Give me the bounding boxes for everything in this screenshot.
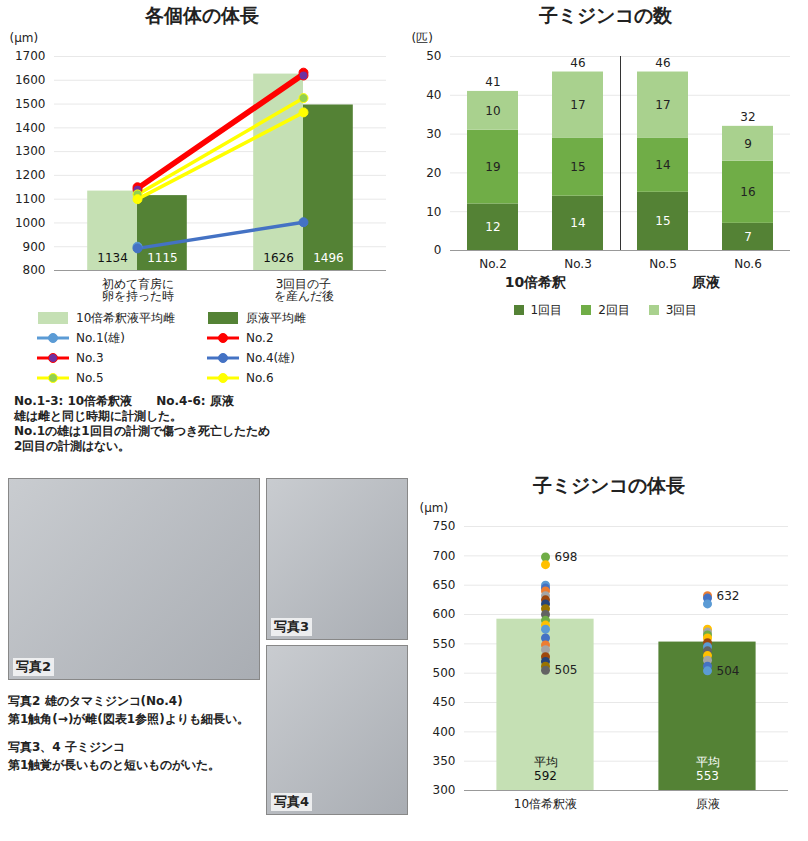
html-text:No.2: No.2 bbox=[246, 331, 274, 345]
html-text:写真4: 写真4 bbox=[274, 794, 309, 809]
svg-text:550: 550 bbox=[433, 637, 456, 651]
svg-text:10倍希釈液: 10倍希釈液 bbox=[514, 797, 577, 811]
svg-text:(匹): (匹) bbox=[412, 31, 433, 45]
html-text:No.1(雄): No.1(雄) bbox=[76, 330, 125, 345]
html-text:写真3: 写真3 bbox=[274, 619, 309, 634]
svg-text:10: 10 bbox=[426, 205, 441, 219]
svg-text:700: 700 bbox=[433, 549, 456, 563]
svg-text:(μm): (μm) bbox=[10, 31, 39, 45]
html-text:No.1の雄は1回目の計測で傷つき死亡したため: No.1の雄は1回目の計測で傷つき死亡したため bbox=[14, 424, 270, 438]
html-text:写真3、4 子ミジンコ: 写真3、4 子ミジンコ bbox=[8, 740, 125, 754]
svg-text:No.5: No.5 bbox=[649, 257, 677, 271]
html-text:No.1-3: 10倍希釈液 No.4-6: 原液: No.1-3: 10倍希釈液 No.4-6: 原液 bbox=[14, 394, 234, 408]
svg-text:32: 32 bbox=[740, 110, 755, 124]
svg-text:7: 7 bbox=[744, 230, 752, 244]
svg-text:1115: 1115 bbox=[147, 251, 178, 265]
svg-text:原液: 原液 bbox=[691, 274, 721, 290]
svg-text:650: 650 bbox=[433, 578, 456, 592]
html-text:No.4(雄): No.4(雄) bbox=[246, 350, 295, 365]
svg-text:1400: 1400 bbox=[15, 121, 46, 135]
svg-text:17: 17 bbox=[570, 98, 585, 112]
svg-text:12: 12 bbox=[485, 220, 500, 234]
html-text:10倍希釈液平均雌: 10倍希釈液平均雌 bbox=[76, 310, 176, 325]
html-text:2回目: 2回目 bbox=[598, 302, 630, 317]
svg-text:原液: 原液 bbox=[696, 797, 720, 811]
svg-text:No.3: No.3 bbox=[564, 257, 592, 271]
svg-text:初めて育房に卵を持った時: 初めて育房に卵を持った時 bbox=[102, 277, 174, 303]
svg-text:10倍希釈: 10倍希釈 bbox=[505, 274, 566, 290]
svg-text:9: 9 bbox=[744, 137, 752, 151]
html-text:No.5: No.5 bbox=[76, 371, 104, 385]
svg-text:40: 40 bbox=[426, 88, 441, 102]
html-text:子ミジンコの数: 子ミジンコの数 bbox=[538, 4, 672, 26]
svg-text:30: 30 bbox=[426, 127, 441, 141]
svg-text:20: 20 bbox=[426, 166, 441, 180]
svg-text:900: 900 bbox=[23, 240, 46, 254]
svg-text:46: 46 bbox=[655, 56, 670, 70]
svg-text:16: 16 bbox=[740, 185, 755, 199]
html-text:写真2: 写真2 bbox=[16, 659, 51, 674]
svg-text:632: 632 bbox=[717, 589, 740, 603]
html-text:第1触角(→)が雌(図表1参照)よりも細長い。: 第1触角(→)が雌(図表1参照)よりも細長い。 bbox=[8, 712, 249, 726]
svg-text:1700: 1700 bbox=[15, 49, 46, 63]
svg-text:17: 17 bbox=[655, 98, 670, 112]
svg-text:平均592: 平均592 bbox=[534, 755, 558, 783]
svg-text:1200: 1200 bbox=[15, 168, 46, 182]
html-text:3回目: 3回目 bbox=[665, 302, 698, 317]
svg-text:1626: 1626 bbox=[263, 251, 294, 265]
svg-text:平均553: 平均553 bbox=[696, 755, 720, 783]
svg-text:1300: 1300 bbox=[15, 144, 46, 158]
svg-text:41: 41 bbox=[485, 75, 500, 89]
svg-text:46: 46 bbox=[570, 56, 585, 70]
html-text:子ミジンコの体長: 子ミジンコの体長 bbox=[533, 474, 685, 496]
svg-text:50: 50 bbox=[426, 49, 441, 63]
svg-text:350: 350 bbox=[433, 754, 456, 768]
html-text:写真2 雄のタマミジンコ(No.4): 写真2 雄のタマミジンコ(No.4) bbox=[8, 694, 183, 708]
svg-text:400: 400 bbox=[433, 725, 456, 739]
svg-text:1134: 1134 bbox=[97, 251, 128, 265]
svg-text:No.6: No.6 bbox=[734, 257, 762, 271]
svg-text:14: 14 bbox=[655, 158, 670, 172]
svg-text:300: 300 bbox=[433, 783, 456, 797]
svg-text:19: 19 bbox=[485, 160, 500, 174]
svg-text:698: 698 bbox=[555, 550, 578, 564]
svg-text:1500: 1500 bbox=[15, 97, 46, 111]
svg-text:504: 504 bbox=[717, 664, 740, 678]
html-text:No.3: No.3 bbox=[76, 351, 104, 365]
html-text:各個体の体長: 各個体の体長 bbox=[145, 4, 259, 26]
svg-text:(μm): (μm) bbox=[420, 501, 449, 515]
svg-text:1000: 1000 bbox=[15, 216, 46, 230]
svg-text:600: 600 bbox=[433, 607, 456, 621]
svg-text:1496: 1496 bbox=[313, 251, 344, 265]
html-text:原液平均雌: 原液平均雌 bbox=[246, 310, 306, 325]
svg-text:15: 15 bbox=[570, 160, 585, 174]
svg-text:1100: 1100 bbox=[15, 192, 46, 206]
svg-text:No.2: No.2 bbox=[479, 257, 507, 271]
html-text:雄は雌と同じ時期に計測した。: 雄は雌と同じ時期に計測した。 bbox=[14, 409, 182, 423]
svg-text:450: 450 bbox=[433, 695, 456, 709]
html-text:1回目: 1回目 bbox=[530, 302, 563, 317]
svg-text:500: 500 bbox=[433, 666, 456, 680]
svg-text:505: 505 bbox=[555, 663, 578, 677]
svg-text:750: 750 bbox=[433, 519, 456, 533]
html-text:第1触覚が長いものと短いものがいた。: 第1触覚が長いものと短いものがいた。 bbox=[8, 758, 221, 772]
html-text:2回目の計測はない。: 2回目の計測はない。 bbox=[14, 439, 131, 453]
svg-text:1600: 1600 bbox=[15, 73, 46, 87]
svg-text:0: 0 bbox=[434, 243, 442, 257]
svg-text:3回目の子を産んだ後: 3回目の子を産んだ後 bbox=[274, 277, 334, 303]
svg-text:10: 10 bbox=[485, 104, 500, 118]
svg-text:14: 14 bbox=[570, 216, 585, 230]
html-text:No.6: No.6 bbox=[246, 371, 274, 385]
svg-text:15: 15 bbox=[655, 214, 670, 228]
svg-text:800: 800 bbox=[23, 263, 46, 277]
